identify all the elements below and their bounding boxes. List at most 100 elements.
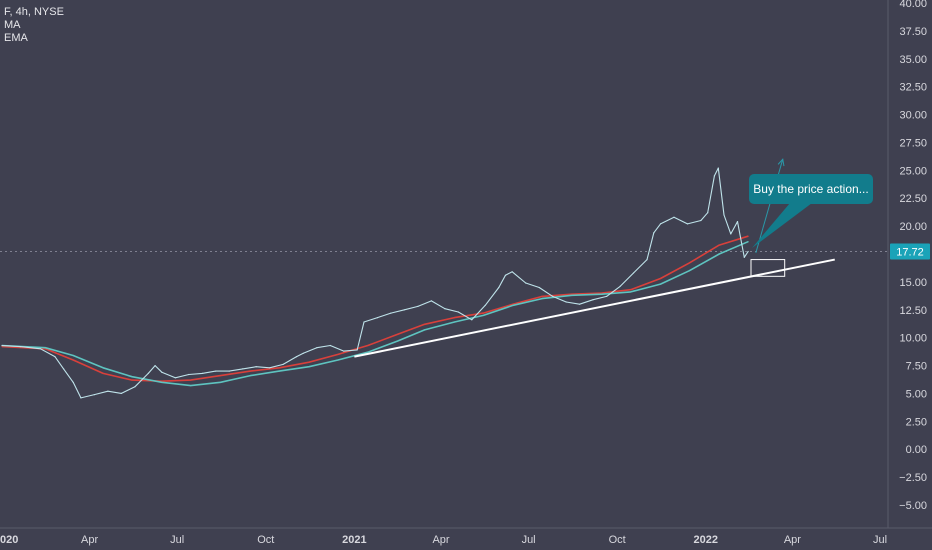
series-point <box>376 317 379 319</box>
series-point <box>367 351 369 353</box>
x-tick-label: 2022 <box>694 534 718 546</box>
y-tick-label: 0.00 <box>906 444 927 456</box>
series-point <box>174 377 176 379</box>
series-point <box>19 346 21 348</box>
series-point <box>565 301 567 303</box>
callout-pointer <box>752 203 812 248</box>
series-line-ma <box>1 235 749 383</box>
series-point <box>343 350 345 352</box>
series-point <box>161 371 163 373</box>
legend-symbol[interactable]: F, 4h, NYSE <box>4 6 64 18</box>
series-point <box>131 379 133 381</box>
series-point <box>154 365 156 367</box>
series-point <box>659 223 662 225</box>
series-point <box>552 295 554 297</box>
legend-ma[interactable]: MA <box>4 19 21 31</box>
series-point <box>39 348 42 350</box>
series-point <box>688 270 691 272</box>
series-point <box>44 347 46 349</box>
series-point <box>417 305 419 307</box>
series-point <box>457 311 459 313</box>
series-point <box>747 250 749 253</box>
x-tick-label: Jul <box>170 534 184 546</box>
price-axis[interactable]: 40.00 37.50 35.00 32.50 30.00 27.50 25.00 22.50… <box>899 0 927 512</box>
series-point <box>367 344 369 347</box>
series-point <box>102 372 104 374</box>
series-point <box>659 283 662 285</box>
series-point <box>63 368 65 370</box>
series-point <box>72 359 74 361</box>
series-point <box>723 214 725 216</box>
series-point <box>736 221 739 223</box>
series-point <box>329 344 331 347</box>
y-tick-label: 27.50 <box>899 137 927 149</box>
series-point <box>316 347 318 349</box>
series-point <box>571 294 573 296</box>
series-point <box>93 394 95 396</box>
series-point <box>511 271 513 273</box>
series-point <box>397 333 399 335</box>
series-point <box>397 340 399 342</box>
y-tick-label: 22.50 <box>899 193 927 205</box>
legend-ema[interactable]: EMA <box>4 32 28 44</box>
series-point <box>1 344 3 347</box>
trendline[interactable] <box>354 258 835 358</box>
highlight-box[interactable] <box>750 259 786 277</box>
series-point <box>269 367 271 369</box>
series-point <box>525 282 527 284</box>
y-tick-label: 40.00 <box>899 0 927 10</box>
series-point <box>337 359 339 361</box>
x-tick-label: Apr <box>432 534 449 546</box>
series-point <box>653 232 655 234</box>
callout-note[interactable]: Buy the price action... <box>749 174 873 204</box>
y-tick-label: 25.00 <box>899 165 927 177</box>
series-point <box>120 392 122 394</box>
series-point <box>363 321 365 323</box>
series-point <box>102 367 104 369</box>
y-tick-label: −2.50 <box>899 472 927 484</box>
last-price-badge <box>890 243 930 260</box>
series-point <box>424 329 426 331</box>
x-tick-label: Apr <box>81 534 98 546</box>
series-point <box>161 381 163 383</box>
series-point <box>228 370 230 372</box>
series-point <box>601 293 603 295</box>
series-point <box>215 370 217 372</box>
series-point <box>673 216 675 218</box>
series-point <box>403 309 405 311</box>
series-point <box>249 375 251 377</box>
series-point <box>278 370 280 372</box>
series-point <box>747 241 749 243</box>
series-point <box>659 277 662 280</box>
series-point <box>747 235 749 237</box>
series-point <box>482 312 484 314</box>
series-point <box>430 300 432 302</box>
time-axis[interactable]: 020 Apr Jul Oct 2021 Apr Jul Oct 2022 Apr Jul <box>0 534 887 546</box>
series-point <box>134 386 136 388</box>
series-point <box>630 291 632 293</box>
series-point <box>308 361 310 363</box>
series-point <box>255 366 257 368</box>
x-tick-label: Jul <box>873 534 887 546</box>
series-point <box>54 356 56 358</box>
series-point <box>606 295 608 297</box>
series-point <box>453 317 456 319</box>
series-point <box>190 379 192 381</box>
series-point <box>302 352 304 354</box>
chart-legend: F, 4h, NYSE MA EMA <box>4 6 64 45</box>
series-point <box>482 314 484 316</box>
series-point <box>72 354 74 357</box>
series-point <box>444 308 446 310</box>
series-point <box>356 349 358 351</box>
series-point <box>592 299 594 301</box>
series-point <box>718 244 720 246</box>
series-point <box>579 303 581 305</box>
series-point <box>504 274 507 276</box>
series-point <box>219 381 222 383</box>
series-point <box>147 372 149 374</box>
y-tick-label: 20.00 <box>899 221 927 233</box>
x-tick-label: 020 <box>0 534 18 546</box>
series-point <box>80 397 82 399</box>
series-point <box>337 353 339 355</box>
